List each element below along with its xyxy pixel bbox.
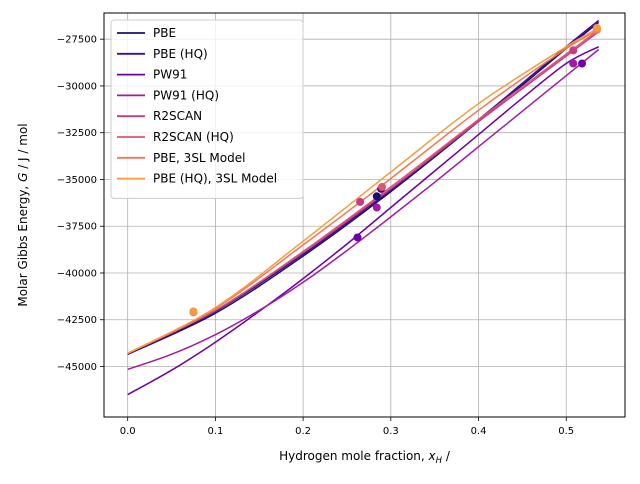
data-point-marker (189, 307, 198, 316)
y-tick-label: −32500 (57, 128, 97, 139)
legend-label: PBE (HQ) (153, 47, 208, 61)
x-tick-label: 0.4 (471, 426, 487, 437)
y-tick-label: −30000 (57, 81, 97, 92)
y-axis-ticks: −45000 −42500 −40000 −37500 −35000 −32500 −300… (57, 35, 104, 373)
data-point-marker (578, 59, 587, 68)
x-tick-label: 0.1 (207, 426, 223, 437)
data-point-marker (378, 182, 387, 191)
y-tick-label: −42500 (57, 315, 97, 326)
x-tick-label: 0.3 (383, 426, 399, 437)
data-point-marker (356, 197, 365, 206)
series-layer (127, 19, 600, 396)
y-tick-label: −40000 (57, 268, 97, 279)
marker-layer (189, 23, 601, 317)
y-tick-label: −27500 (57, 35, 97, 46)
data-point-marker (372, 203, 381, 212)
legend-frame (110, 19, 304, 199)
legend-label: PBE, 3SL Model (153, 151, 245, 165)
y-tick-label: −45000 (57, 362, 97, 373)
series-line (127, 27, 600, 355)
series-line (127, 21, 600, 355)
series-line (127, 48, 600, 371)
legend-label: PBE (153, 26, 176, 40)
legend-label: PW91 (HQ) (153, 88, 219, 102)
legend: PBE PBE (HQ) PW91 PW91 (HQ) R2SCAN R2SCAN (HQ… (110, 19, 304, 199)
series-line (127, 46, 600, 396)
x-tick-label: 0.2 (295, 426, 311, 437)
legend-label: R2SCAN (HQ) (153, 130, 234, 144)
data-point-marker (372, 192, 381, 201)
x-tick-label: 0.5 (558, 426, 574, 437)
x-axis-label: Hydrogen mole fraction, xH / (279, 449, 451, 466)
y-tick-label: −37500 (57, 222, 97, 233)
series-line (127, 29, 600, 355)
y-tick-label: −35000 (57, 175, 97, 186)
data-point-marker (569, 46, 578, 55)
x-axis-ticks: 0.0 0.1 0.2 0.3 0.4 0.5 (120, 417, 574, 437)
x-tick-label: 0.0 (120, 426, 136, 437)
legend-label: PW91 (153, 68, 187, 82)
plot-frame (103, 12, 626, 418)
data-point-marker (569, 59, 578, 68)
data-point-marker (592, 23, 601, 32)
legend-label: PBE (HQ), 3SL Model (153, 172, 277, 186)
y-axis-label: Molar Gibbs Energy, G / J / mol (16, 123, 30, 306)
series-line (127, 29, 600, 355)
legend-label: R2SCAN (153, 109, 202, 123)
data-point-marker (353, 233, 362, 242)
